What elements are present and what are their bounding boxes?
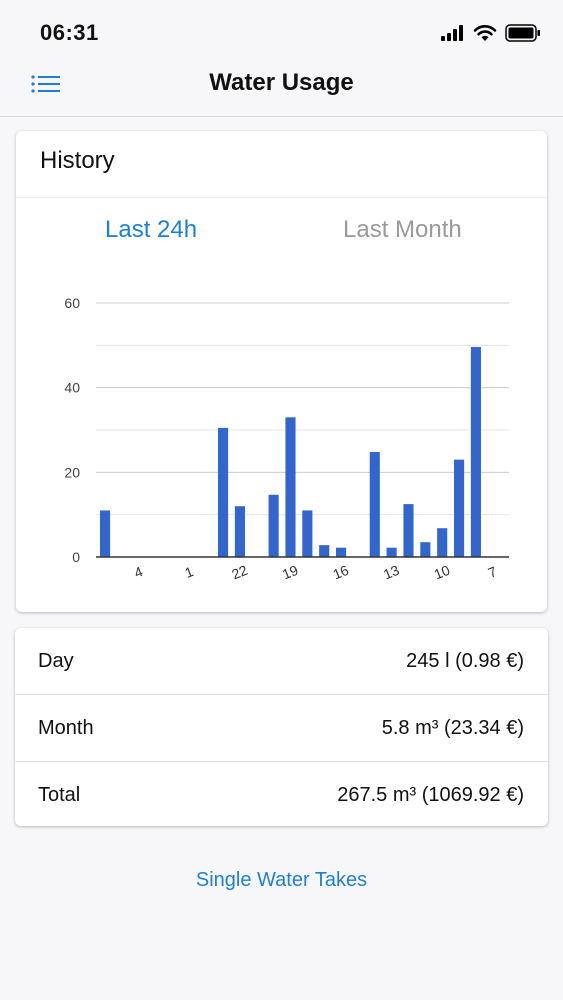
x-tick-label: 19	[280, 562, 301, 583]
stat-row-total: Total 267.5 m³ (1069.92 €)	[15, 762, 548, 826]
history-card: History Last 24h Last Month 0 20 40 60 4 1 22 1…	[16, 131, 547, 612]
chart-bar	[454, 459, 465, 557]
tab-last-24h[interactable]: Last 24h	[105, 216, 198, 243]
x-tick-label: 7	[486, 563, 499, 581]
cellular-signal-icon	[441, 25, 463, 41]
stat-label: Total	[38, 784, 81, 806]
chart-bar	[420, 542, 431, 557]
chart-bar	[285, 417, 296, 557]
x-tick-label: 4	[132, 563, 145, 581]
status-bar: 06:31	[0, 0, 563, 60]
status-time: 06:31	[40, 20, 99, 45]
stat-value: 267.5 m³ (1069.92 €)	[337, 784, 524, 806]
y-tick-label: 0	[72, 549, 80, 565]
page-title: Water Usage	[209, 69, 354, 96]
chart-bar	[403, 504, 414, 557]
status-icons	[441, 24, 541, 42]
chart-bar	[234, 506, 245, 557]
stat-value: 5.8 m³ (23.34 €)	[381, 717, 524, 739]
chart-bar	[386, 547, 397, 557]
list-icon	[31, 75, 60, 93]
stat-label: Month	[38, 717, 94, 739]
single-water-takes-link[interactable]: Single Water Takes	[195, 869, 368, 891]
stats-card: Day 245 l (0.98 €) Month 5.8 m³ (23.34 €…	[15, 628, 548, 826]
chart-bar	[218, 427, 229, 557]
history-title: History	[40, 147, 115, 174]
y-tick-label: 40	[64, 380, 80, 396]
chart-bar	[369, 452, 380, 557]
stat-label: Day	[38, 650, 74, 672]
chart-bar	[437, 528, 448, 557]
history-header	[16, 131, 547, 198]
stat-row-month: Month 5.8 m³ (23.34 €)	[15, 695, 548, 762]
tab-last-month[interactable]: Last Month	[343, 216, 462, 243]
chart-bar	[268, 494, 279, 557]
stat-value: 245 l (0.98 €)	[406, 650, 524, 672]
y-tick-label: 20	[64, 464, 80, 480]
chart-bar	[100, 510, 111, 557]
battery-icon	[505, 24, 540, 42]
x-tick-label: 1	[182, 563, 195, 581]
stat-row-day: Day 245 l (0.98 €)	[15, 628, 548, 695]
x-tick-label: 16	[330, 562, 351, 583]
x-tick-label: 13	[381, 562, 402, 583]
chart-bar	[470, 347, 481, 557]
menu-button[interactable]	[30, 72, 62, 98]
y-tick-label: 60	[64, 295, 80, 311]
x-tick-label: 22	[229, 562, 250, 583]
nav-bar: Water Usage	[0, 60, 563, 117]
chart-bar	[319, 545, 330, 557]
chart-bar	[302, 510, 313, 557]
wifi-icon	[473, 25, 497, 41]
chart-bar	[336, 547, 347, 557]
x-tick-label: 10	[432, 562, 453, 583]
